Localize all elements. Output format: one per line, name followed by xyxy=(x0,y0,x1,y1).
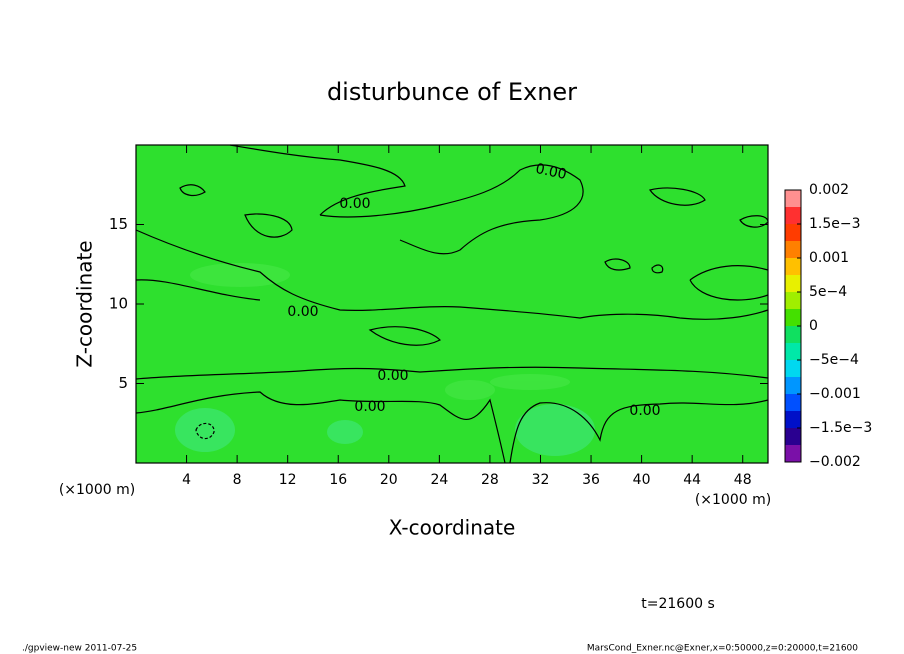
y-tick-label: 10 xyxy=(109,295,128,313)
colorbar-cell xyxy=(785,309,801,326)
contour-line xyxy=(368,326,442,346)
x-tick-label: 24 xyxy=(430,472,448,488)
contour-line xyxy=(509,399,769,464)
colorbar-cell xyxy=(785,411,801,428)
contour-line xyxy=(195,422,215,440)
x-tick-label: 4 xyxy=(182,472,191,488)
field-patches xyxy=(175,263,595,456)
x-tick-label: 40 xyxy=(633,472,651,488)
chart-title: disturbunce of Exner xyxy=(327,78,577,106)
contour-label: 0.00 xyxy=(377,368,408,384)
contour-line xyxy=(135,229,769,320)
contour-line xyxy=(179,184,206,197)
colorbar-cell xyxy=(785,292,801,309)
plot-field xyxy=(136,145,768,463)
contour-label: 0.00 xyxy=(534,161,568,183)
x-tick-label: 16 xyxy=(329,472,347,488)
contour-line xyxy=(604,258,631,271)
colorbar-cell xyxy=(785,224,801,241)
colorbar-tick-label: −5e−4 xyxy=(809,352,859,368)
colorbar-tick-label: 1.5e−3 xyxy=(809,216,861,232)
footer-right: MarsCond_Exner.nc@Exner,x=0:50000,z=0:20… xyxy=(587,644,858,654)
y-tick-label: 15 xyxy=(109,215,128,233)
colorbar-tick-label: 0.002 xyxy=(809,182,849,198)
colorbar-tick-label: 0 xyxy=(809,318,818,334)
x-tick-label: 12 xyxy=(279,472,297,488)
colorbar-cell xyxy=(785,207,801,224)
contour-line xyxy=(135,279,261,301)
colorbar-cell xyxy=(785,343,801,360)
time-label: t=21600 s xyxy=(641,596,715,612)
colorbar-cell xyxy=(785,394,801,411)
x-unit-label: (×1000 m) xyxy=(695,492,771,508)
colorbar-cell xyxy=(785,428,801,445)
x-tick-label: 20 xyxy=(380,472,398,488)
contour-label: 0.00 xyxy=(354,399,385,415)
contour-line xyxy=(689,265,769,301)
x-tick-label: 36 xyxy=(582,472,600,488)
footer-left: ./gpview-new 2011-07-25 xyxy=(22,644,137,654)
colorbar-tick-label: −1.5e−3 xyxy=(809,420,872,436)
contour-label: 0.00 xyxy=(629,403,660,419)
colorbar-cell xyxy=(785,445,801,462)
x-tick-label: 32 xyxy=(532,472,550,488)
contour-line xyxy=(135,366,769,380)
contour-line xyxy=(319,164,584,255)
contours xyxy=(135,144,769,464)
colorbar-tick-label: 5e−4 xyxy=(809,284,847,300)
contour-line xyxy=(229,144,406,216)
colorbar-tick-label: −0.002 xyxy=(809,454,861,470)
colorbar-cell xyxy=(785,190,801,207)
x-axis-title: X-coordinate xyxy=(389,516,516,540)
contour-line xyxy=(135,391,506,464)
colorbar-cell xyxy=(785,360,801,377)
contour-line xyxy=(651,264,664,274)
x-tick-label: 48 xyxy=(734,472,752,488)
y-tick-label: 5 xyxy=(118,374,128,392)
contour-line xyxy=(649,187,706,206)
contour-label: 0.00 xyxy=(287,304,318,320)
colorbar-cell xyxy=(785,241,801,258)
colorbar-cell xyxy=(785,326,801,343)
x-tick-label: 44 xyxy=(683,472,701,488)
colorbar-tick-label: 0.001 xyxy=(809,250,849,266)
contour-label: 0.00 xyxy=(339,196,370,212)
colorbar-cell xyxy=(785,377,801,394)
x-tick-label: 28 xyxy=(481,472,499,488)
colorbar-tick-label: −0.001 xyxy=(809,386,861,402)
colorbar-cell xyxy=(785,258,801,275)
x-unit-label: (×1000 m) xyxy=(59,482,135,498)
x-tick-label: 8 xyxy=(233,472,242,488)
y-axis-title: Z-coordinate xyxy=(73,240,97,367)
contour-line xyxy=(244,213,293,238)
colorbar-cell xyxy=(785,275,801,292)
